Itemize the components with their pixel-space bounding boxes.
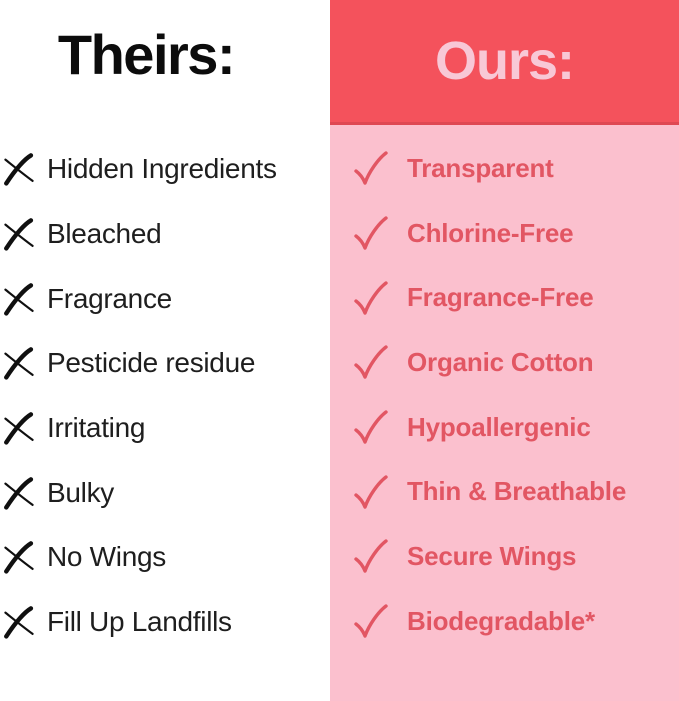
x-mark-icon (2, 605, 36, 639)
theirs-list-item: Bulky (0, 460, 330, 525)
x-mark-icon (2, 282, 36, 316)
theirs-list-item: Hidden Ingredients (0, 137, 330, 202)
check-icon (350, 213, 390, 253)
theirs-list-item: No Wings (0, 525, 330, 590)
ours-item-label: Transparent (407, 152, 554, 183)
ours-item-label: Chlorine-Free (407, 217, 574, 248)
ours-list-item: Transparent (330, 136, 679, 201)
check-icon (350, 472, 390, 512)
theirs-title: Theirs: (57, 23, 236, 86)
check-icon (350, 148, 390, 188)
theirs-list: Hidden Ingredients Bleached Fragrance Pe… (0, 137, 330, 655)
check-icon (350, 601, 390, 641)
x-mark-icon (2, 540, 36, 575)
theirs-list-item: Fill Up Landfills (0, 590, 330, 655)
theirs-item-label: Irritating (47, 412, 146, 444)
ours-item-label: Secure Wings (407, 540, 577, 571)
theirs-list-item: Bleached (0, 202, 330, 267)
x-mark-icon (2, 217, 36, 251)
theirs-item-label: Fragrance (47, 282, 172, 314)
theirs-item-label: Hidden Ingredients (47, 153, 277, 185)
x-mark-icon (2, 476, 36, 510)
theirs-list-item: Fragrance (0, 266, 330, 331)
ours-header: Ours: (330, 0, 679, 125)
ours-item-label: Hypoallergenic (407, 411, 591, 442)
theirs-item-label: Pesticide residue (47, 347, 256, 379)
x-mark-icon (2, 346, 36, 381)
ours-item-label: Fragrance-Free (407, 282, 594, 313)
ours-list-item: Secure Wings (330, 524, 679, 589)
theirs-item-label: Bulky (47, 476, 114, 508)
check-icon (350, 278, 390, 318)
theirs-list-item: Irritating (0, 396, 330, 461)
ours-item-label: Biodegradable* (407, 605, 595, 636)
theirs-list-item: Pesticide residue (0, 331, 330, 396)
ours-item-label: Thin & Breathable (407, 476, 627, 507)
theirs-item-label: No Wings (47, 541, 166, 573)
ours-column: Ours: Transparent Chlorine-Free Fragranc… (330, 0, 679, 701)
ours-list-item: Hypoallergenic (330, 395, 679, 460)
x-mark-icon (2, 411, 36, 445)
ours-list: Transparent Chlorine-Free Fragrance-Free… (330, 125, 679, 654)
theirs-item-label: Bleached (47, 218, 162, 250)
ours-list-item: Thin & Breathable (330, 459, 679, 524)
theirs-item-label: Fill Up Landfills (47, 606, 232, 638)
theirs-title-wrap: Theirs: (0, 0, 292, 137)
x-mark-icon (2, 152, 36, 187)
ours-list-item: Biodegradable* (330, 589, 679, 654)
check-icon (350, 536, 390, 576)
check-icon (350, 407, 390, 447)
theirs-column: Theirs: Hidden Ingredients Bleached (0, 0, 330, 701)
ours-list-item: Organic Cotton (330, 330, 679, 395)
check-icon (350, 342, 390, 382)
ours-list-item: Chlorine-Free (330, 201, 679, 266)
ours-title: Ours: (434, 31, 575, 91)
ours-list-item: Fragrance-Free (330, 265, 679, 330)
ours-item-label: Organic Cotton (407, 346, 594, 377)
